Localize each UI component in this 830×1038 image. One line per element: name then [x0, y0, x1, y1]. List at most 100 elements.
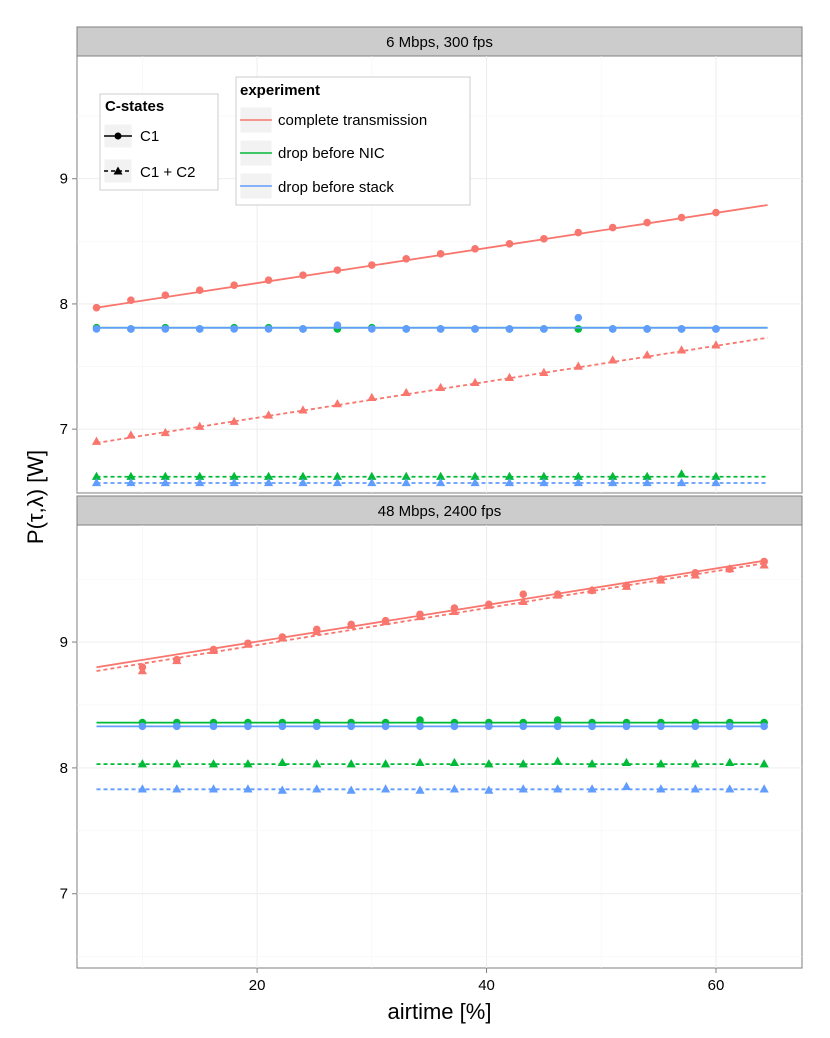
point-drop-before-stack-c1c2 — [312, 784, 322, 793]
point-complete-transmission-c1c2 — [587, 585, 597, 594]
y-tick-label: 7 — [60, 421, 68, 438]
point-drop-before-nic-c1c2 — [401, 471, 411, 480]
point-drop-before-stack-c1 — [368, 325, 376, 333]
fit-line-complete-transmission-c1 — [96, 204, 768, 309]
point-drop-before-nic-c1c2 — [436, 471, 446, 480]
fit-line-complete-transmission-c1c2 — [96, 561, 768, 672]
point-drop-before-stack-c1c2 — [91, 477, 102, 487]
point-drop-before-nic-c1c2 — [642, 471, 652, 480]
y-tick-label: 7 — [60, 886, 68, 903]
point-drop-before-stack-c1c2 — [346, 785, 356, 794]
point-complete-transmission-c1 — [127, 296, 135, 304]
legend-c1c2-label: C1 + C2 — [140, 164, 195, 181]
point-drop-before-stack-c1 — [209, 722, 218, 731]
point-drop-before-nic-c1c2 — [725, 757, 735, 767]
point-drop-before-stack-c1 — [622, 722, 631, 731]
point-complete-transmission-c1 — [643, 218, 651, 227]
point-complete-transmission-c1c2 — [380, 616, 391, 626]
point-complete-transmission-c1c2 — [312, 626, 322, 636]
point-complete-transmission-c1c2 — [676, 345, 687, 354]
legend-nic-label: drop before NIC — [278, 145, 385, 162]
point-drop-before-stack-c1 — [416, 722, 424, 731]
point-drop-before-nic-c1c2 — [573, 471, 583, 480]
point-drop-before-stack-c1 — [471, 325, 479, 333]
point-drop-before-nic-c1c2 — [470, 471, 480, 480]
point-drop-before-stack-c1c2 — [518, 784, 528, 793]
point-drop-before-stack-c1c2 — [449, 784, 460, 793]
point-drop-before-nic-c1c2 — [367, 471, 377, 480]
point-complete-transmission-c1c2 — [725, 564, 735, 573]
point-complete-transmission-c1c2 — [449, 606, 460, 616]
point-drop-before-nic-c1c2 — [539, 471, 549, 480]
panel-bottom-strip — [76, 495, 803, 526]
point-drop-before-stack-c1c2 — [380, 784, 391, 793]
point-drop-before-stack-c1c2 — [126, 477, 136, 487]
legend-c1c2-marker — [113, 166, 123, 175]
point-drop-before-stack-c1 — [244, 722, 252, 731]
point-drop-before-stack-c1 — [312, 722, 321, 731]
point-drop-before-nic-c1c2 — [137, 759, 147, 768]
point-drop-before-stack-c1c2 — [367, 477, 377, 487]
point-drop-before-nic-c1c2 — [759, 759, 769, 768]
point-complete-transmission-c1c2 — [91, 436, 102, 445]
point-complete-transmission-c1c2 — [690, 570, 700, 579]
legend-experiment: experiment complete transmission drop be… — [235, 76, 471, 206]
point-drop-before-nic-c1c2 — [160, 471, 170, 480]
point-drop-before-nic-c1c2 — [263, 471, 274, 480]
point-drop-before-stack-c1c2 — [711, 477, 721, 487]
point-complete-transmission-c1 — [574, 228, 583, 237]
point-complete-transmission-c1 — [92, 303, 101, 312]
point-drop-before-stack-c1c2 — [676, 477, 687, 487]
point-drop-before-nic-c1c2 — [243, 759, 253, 768]
point-drop-before-nic-c1 — [553, 716, 562, 724]
point-drop-before-nic-c1c2 — [711, 471, 721, 480]
point-drop-before-nic-c1c2 — [380, 759, 391, 768]
point-drop-before-stack-c1 — [347, 722, 355, 731]
point-drop-before-stack-c1 — [691, 722, 700, 731]
point-drop-before-stack-c1 — [127, 325, 135, 333]
x-tick-label: 20 — [249, 977, 266, 994]
legend-experiment-box — [235, 76, 471, 206]
point-complete-transmission-c1c2 — [608, 355, 618, 364]
point-drop-before-nic-c1c2 — [312, 759, 322, 768]
point-drop-before-stack-c1 — [519, 722, 528, 731]
point-complete-transmission-c1 — [677, 213, 686, 222]
point-drop-before-stack-c1c2 — [484, 785, 494, 794]
point-complete-transmission-c1 — [230, 281, 238, 289]
point-drop-before-nic-c1c2 — [621, 757, 632, 767]
point-drop-before-stack-c1c2 — [759, 784, 769, 793]
y-axis-title: P(τ,λ) [W] — [23, 450, 48, 544]
point-drop-before-nic-c1c2 — [277, 757, 287, 767]
point-complete-transmission-c1c2 — [504, 372, 515, 382]
point-drop-before-stack-c1c2 — [137, 784, 147, 793]
point-drop-before-nic-c1c2 — [332, 471, 343, 480]
point-drop-before-stack-c1c2 — [415, 785, 425, 794]
point-complete-transmission-c1c2 — [553, 590, 563, 599]
point-complete-transmission-c1c2 — [243, 639, 253, 648]
y-tick-label: 8 — [60, 296, 68, 313]
x-axis-ticks: 20 40 60 — [249, 968, 724, 994]
point-drop-before-stack-c1 — [485, 722, 493, 731]
point-complete-transmission-c1 — [471, 245, 479, 253]
point-drop-before-stack-c1 — [278, 722, 287, 731]
point-drop-before-nic-c1c2 — [126, 471, 136, 480]
point-drop-before-nic-c1 — [416, 716, 424, 724]
point-complete-transmission-c1 — [368, 261, 376, 269]
point-drop-before-stack-c1c2 — [470, 477, 480, 487]
point-drop-before-nic-c1c2 — [690, 759, 700, 768]
point-complete-transmission-c1c2 — [415, 611, 425, 621]
point-drop-before-stack-c1 — [138, 722, 147, 731]
panel-top-strip — [76, 26, 803, 57]
point-drop-before-nic-c1c2 — [553, 756, 563, 765]
point-drop-before-stack-c1c2 — [436, 477, 446, 487]
point-complete-transmission-c1 — [195, 286, 204, 294]
panel-top-y-ticks: 7 8 9 — [60, 171, 77, 438]
point-drop-before-stack-c1c2 — [332, 477, 343, 487]
point-drop-before-stack-c1 — [725, 722, 734, 731]
point-drop-before-stack-c1 — [643, 325, 651, 333]
point-complete-transmission-c1 — [519, 590, 528, 599]
point-drop-before-stack-c1c2 — [160, 477, 170, 487]
point-complete-transmission-c1 — [608, 223, 617, 232]
legend-cstates: C-states C1 C1 + C2 — [99, 93, 219, 191]
